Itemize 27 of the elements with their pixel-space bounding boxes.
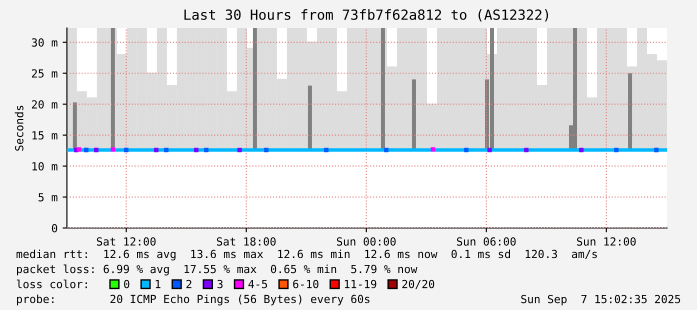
text: Sun Sep 7 15:02:35 2025 [521,294,680,306]
y-tick-label: 20 m [32,100,58,109]
chart-title: Last 30 Hours from 73fb7f62a812 to (AS12322) [184,9,548,22]
legend-label: 3 [217,280,223,288]
legend-title: loss color: [16,280,87,288]
legend-label: 2 [186,280,192,288]
text: packet loss: 6.99 % avg 17.55 % max 0.65 % min 5.79 % now [17,264,418,276]
y-tick-label: 25 m [32,69,58,78]
text: median rtt: 12.6 ms avg 13.6 ms max 12.6 ms min 12.6 ms now 0.1 ms sd 120.3 am/s [16,250,597,260]
text: probe: 20 ICMP Echo Pings (56 Bytes) every 60s [17,294,370,306]
legend-label: 20/20 [402,280,434,290]
legend-label: 11-19 [344,280,376,288]
y-tick-label: 15 m [32,131,58,140]
y-tick-label: 30 m [32,38,58,47]
x-tick-label: Sun 12:00 [577,237,636,246]
legend-label: 6-10 [293,280,318,288]
y-tick-label: 10 m [32,162,58,171]
legend-label: 1 [156,280,160,288]
y-tick-label: 5 m [38,193,58,202]
legend-label: 4-5 [248,280,268,288]
x-tick-label: Sat 18:00 [216,237,276,246]
legend-label: 0 [124,280,130,288]
x-tick-label: Sun 00:00 [336,237,396,246]
y-axis-title: Seconds [14,106,24,151]
x-tick-label: Sat 12:00 [96,237,156,246]
y-tick-label: 0 [52,224,58,232]
x-tick-label: Sun 06:00 [456,237,516,246]
